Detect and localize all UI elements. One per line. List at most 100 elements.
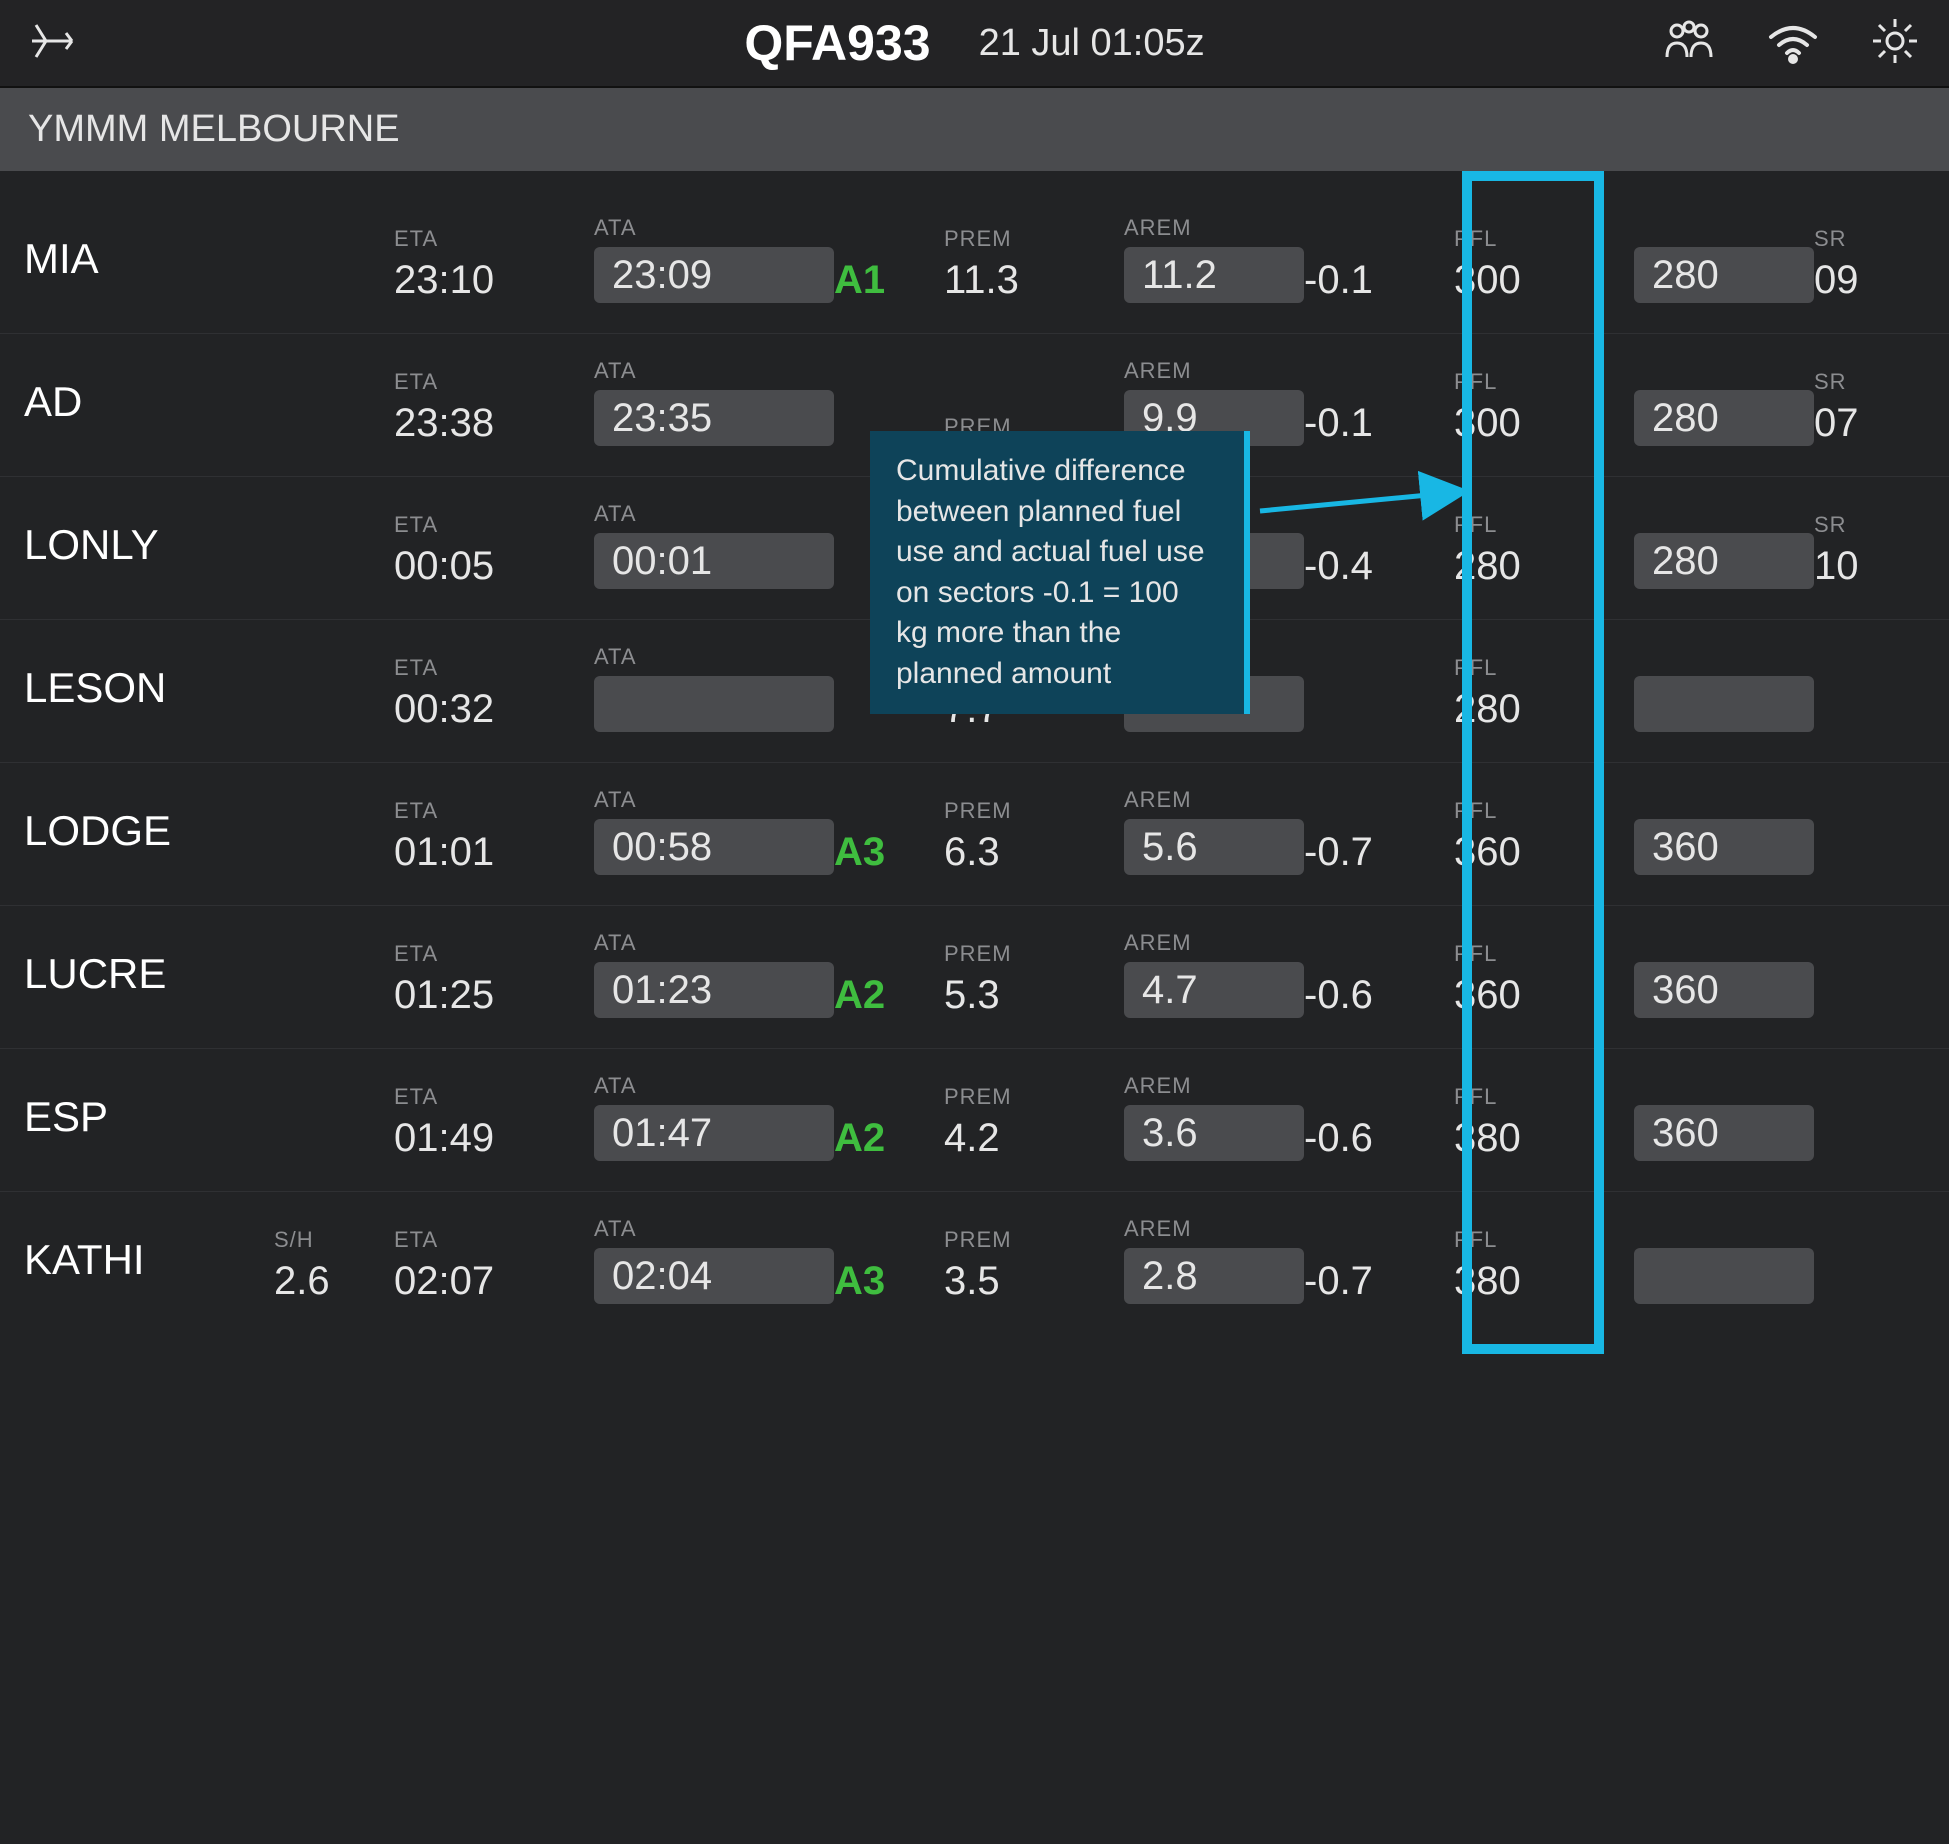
diff-cell: -0.1 bbox=[1304, 226, 1454, 303]
sr-cell bbox=[1814, 843, 1934, 875]
column-label: ETA bbox=[394, 941, 594, 967]
column-label: PFL bbox=[1454, 369, 1634, 395]
value-chip[interactable]: 00:58 bbox=[594, 819, 834, 875]
value-chip[interactable]: 360 bbox=[1634, 819, 1814, 875]
fir-banner: YMMM MELBOURNE bbox=[0, 88, 1949, 171]
column-label: PREM bbox=[944, 941, 1124, 967]
value-chip[interactable]: 00:01 bbox=[594, 533, 834, 589]
cell-value: 01:01 bbox=[394, 830, 594, 875]
cell-value: 380 bbox=[1454, 1116, 1634, 1161]
diff-cell: -0.7 bbox=[1304, 798, 1454, 875]
column-label: ATA bbox=[594, 1216, 834, 1242]
sr-cell bbox=[1814, 700, 1934, 732]
eta-cell: ETA 01:25 bbox=[394, 941, 594, 1018]
sr-cell: SR09 bbox=[1814, 226, 1934, 303]
column-label bbox=[1304, 700, 1454, 726]
eta-cell: ETA01:49 bbox=[394, 1084, 594, 1161]
column-label: ETA bbox=[394, 226, 594, 252]
ata-cell: ATA 00:58 bbox=[594, 787, 834, 875]
value-chip[interactable]: 4.7 bbox=[1124, 962, 1304, 1018]
column-label: ETA bbox=[394, 798, 594, 824]
sr-cell: SR 10 bbox=[1814, 512, 1934, 589]
diff-cell: -0.4 bbox=[1304, 512, 1454, 589]
column-label bbox=[1814, 1129, 1934, 1155]
afl-cell: 360 bbox=[1634, 787, 1814, 875]
value-chip[interactable]: 280 bbox=[1634, 533, 1814, 589]
column-label bbox=[1304, 1084, 1454, 1110]
wifi-icon[interactable] bbox=[1765, 17, 1821, 70]
column-label bbox=[1304, 941, 1454, 967]
cell-value: 2.6 bbox=[274, 1259, 394, 1304]
column-label: ATA bbox=[594, 787, 834, 813]
value-chip[interactable]: 23:35 bbox=[594, 390, 834, 446]
value-chip[interactable]: 5.6 bbox=[1124, 819, 1304, 875]
column-label bbox=[1814, 986, 1934, 1012]
cell-value: 23:38 bbox=[394, 401, 594, 446]
column-label: ATA bbox=[594, 930, 834, 956]
column-label: S/H bbox=[274, 1227, 394, 1253]
prem-cell: PREM5.3 bbox=[944, 941, 1124, 1018]
column-label: SR bbox=[1814, 226, 1934, 252]
column-label bbox=[1634, 501, 1814, 527]
prem-cell: PREM11.3 bbox=[944, 226, 1124, 303]
column-label: AREM bbox=[1124, 1216, 1304, 1242]
value-chip[interactable]: 11.2 bbox=[1124, 247, 1304, 303]
waypoint-name: ESP bbox=[24, 1093, 274, 1141]
value-chip[interactable]: 2.8 bbox=[1124, 1248, 1304, 1304]
value-chip[interactable]: 360 bbox=[1634, 1105, 1814, 1161]
cell-value: 360 bbox=[1454, 830, 1634, 875]
value-chip[interactable]: – bbox=[1634, 1248, 1814, 1304]
value-chip[interactable]: 01:23 bbox=[594, 962, 834, 1018]
highlight-bottom bbox=[1462, 1344, 1604, 1354]
arem-cell: AREM3.6 bbox=[1124, 1073, 1304, 1161]
settings-icon[interactable] bbox=[1869, 15, 1921, 72]
flight-id: QFA933 bbox=[744, 14, 930, 72]
sr-cell bbox=[1814, 1129, 1934, 1161]
value-chip[interactable]: 280 bbox=[1634, 247, 1814, 303]
value-chip[interactable]: 3.6 bbox=[1124, 1105, 1304, 1161]
cell-value: 07 bbox=[1814, 401, 1934, 446]
top-bar: QFA933 21 Jul 01:05z bbox=[0, 0, 1949, 88]
value-chip[interactable]: 01:47 bbox=[594, 1105, 834, 1161]
pfl-cell: PFL380 bbox=[1454, 1084, 1634, 1161]
ata-badge: A1 bbox=[834, 258, 944, 303]
ata-cell: ATA 01:23 bbox=[594, 930, 834, 1018]
pfl-cell: PFL380 bbox=[1454, 1227, 1634, 1304]
column-label: AREM bbox=[1124, 787, 1304, 813]
column-label: PREM bbox=[944, 226, 1124, 252]
arem-cell: AREM 2.8 bbox=[1124, 1216, 1304, 1304]
cell-value: -0.1 bbox=[1304, 401, 1454, 446]
sr-cell bbox=[1814, 1272, 1934, 1304]
value-chip[interactable]: 23:09 bbox=[594, 247, 834, 303]
cell-value: 3.5 bbox=[944, 1259, 1124, 1304]
sr-cell: SR07 bbox=[1814, 369, 1934, 446]
flight-datetime: 21 Jul 01:05z bbox=[979, 22, 1205, 65]
arem-cell: AREM 5.6 bbox=[1124, 787, 1304, 875]
cell-value: -0.4 bbox=[1304, 544, 1454, 589]
column-label bbox=[1634, 1216, 1814, 1242]
value-chip[interactable]: – bbox=[594, 676, 834, 732]
ata-cell: ATA00:01 bbox=[594, 501, 834, 589]
value-chip[interactable]: 280 bbox=[1634, 390, 1814, 446]
waypoint-table: MIAS/HETA23:10ATA23:09 A1PREM11.3AREM11.… bbox=[0, 171, 1949, 1334]
arem-cell: AREM11.2 bbox=[1124, 215, 1304, 303]
pfl-cell: PFL360 bbox=[1454, 798, 1634, 875]
waypoint-table-area: MIAS/HETA23:10ATA23:09 A1PREM11.3AREM11.… bbox=[0, 171, 1949, 1334]
aircraft-icon[interactable] bbox=[28, 17, 88, 70]
column-label: SR bbox=[1814, 512, 1934, 538]
cell-value: 10 bbox=[1814, 544, 1934, 589]
column-label bbox=[1634, 1073, 1814, 1099]
afl-cell: – bbox=[1634, 644, 1814, 732]
cell-value: -0.6 bbox=[1304, 1116, 1454, 1161]
column-label: PREM bbox=[944, 1084, 1124, 1110]
crew-icon[interactable] bbox=[1661, 17, 1717, 70]
value-chip[interactable]: 02:04 bbox=[594, 1248, 834, 1304]
ata-cell: ATA– bbox=[594, 644, 834, 732]
cell-value: 01:25 bbox=[394, 973, 594, 1018]
value-chip[interactable]: – bbox=[1634, 676, 1814, 732]
waypoint-row: LUCRES/HETA01:25ATA01:23 A2PREM5.3AREM4.… bbox=[0, 906, 1949, 1049]
value-chip[interactable]: 360 bbox=[1634, 962, 1814, 1018]
eta-cell: ETA02:07 bbox=[394, 1227, 594, 1304]
ata-cell: ATA23:09 bbox=[594, 215, 834, 303]
waypoint-row: KATHIS/H2.6ETA02:07ATA02:04 A3PREM3.5ARE… bbox=[0, 1192, 1949, 1334]
